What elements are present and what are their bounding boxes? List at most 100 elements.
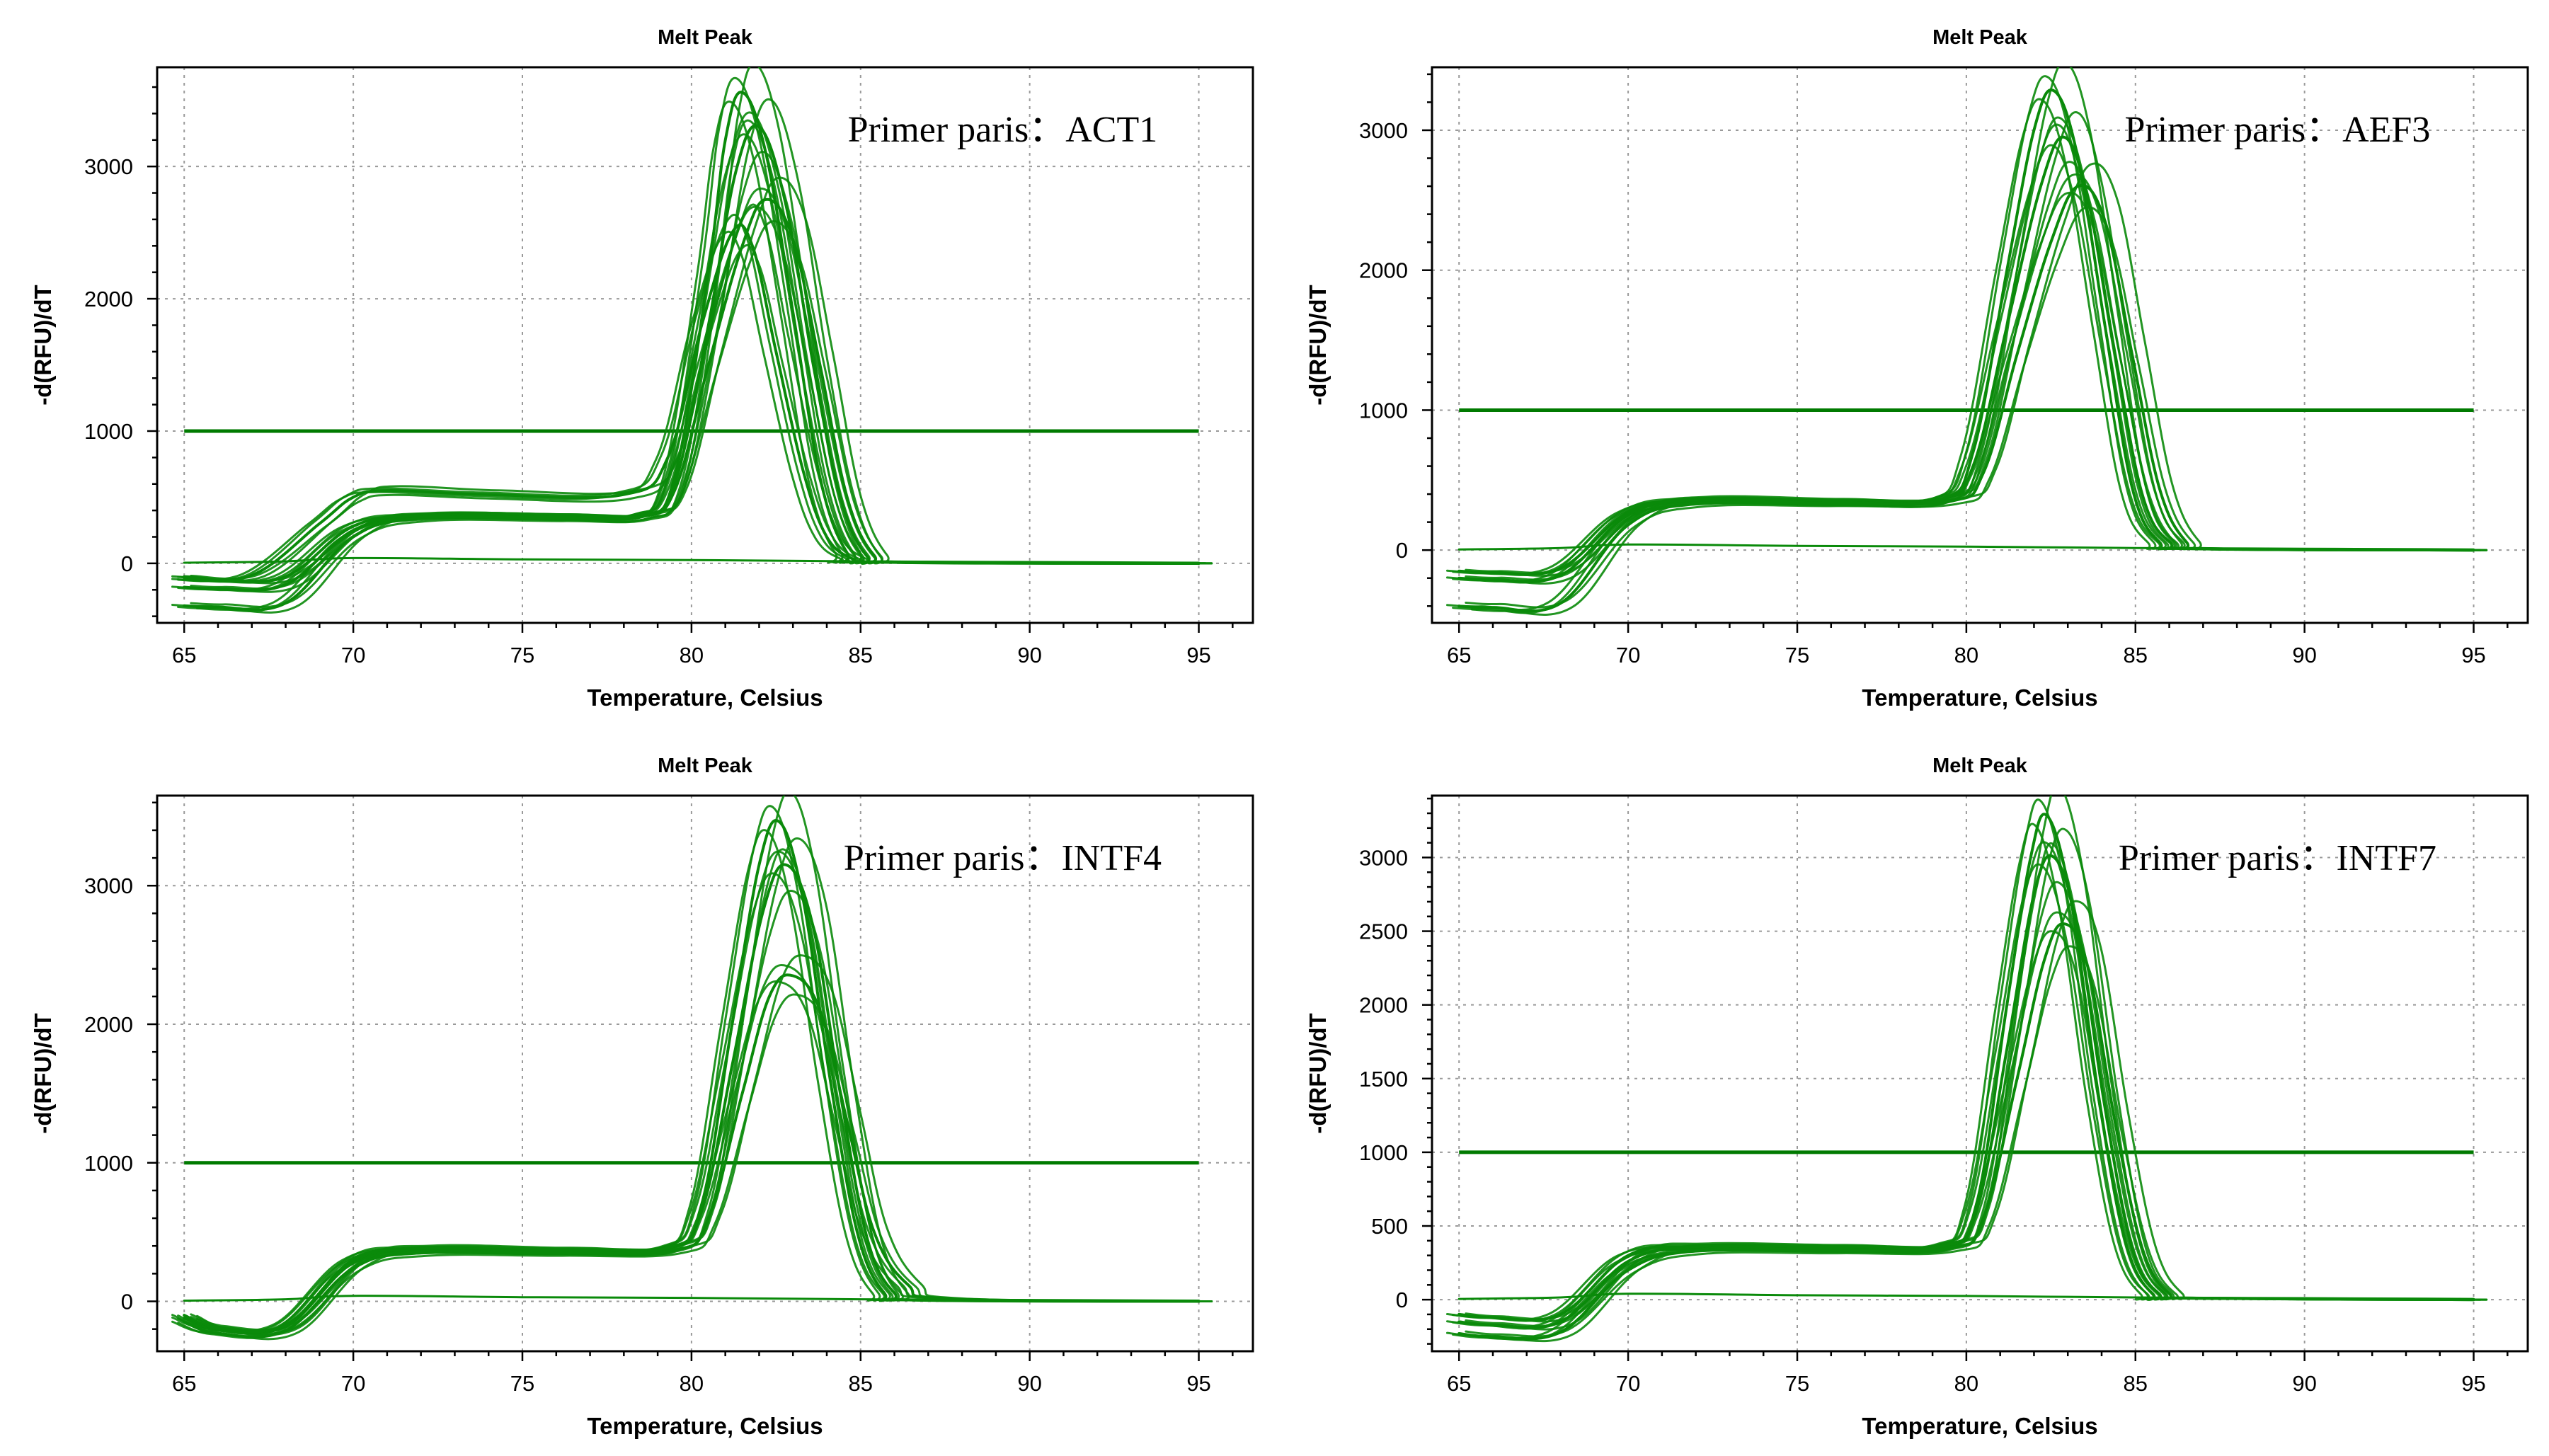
primer-annotation: Primer paris：INTF7 xyxy=(2119,838,2436,878)
replicate-trace xyxy=(171,872,1188,1334)
melt-peak-chart-aef3: Melt Peak 65 70 75 80 85 90 95 0 1000 2000 3000 Temp… xyxy=(1305,26,2529,711)
y-tick-label: 0 xyxy=(121,551,133,576)
melt-peak-chart-intf7: Melt Peak 65 70 75 80 85 90 95 0 500 1000 1500 2000 2… xyxy=(1305,755,2529,1439)
y-tick-label: 0 xyxy=(1396,1288,1408,1312)
curve-group xyxy=(1446,67,2488,616)
replicate-trace xyxy=(195,954,1213,1341)
replicate-trace xyxy=(1452,841,2469,1330)
series-line-aef3-high-peak xyxy=(1457,88,2475,576)
x-tick-label: 80 xyxy=(1954,643,1978,667)
primer-annotation: Primer paris：INTF4 xyxy=(844,838,1162,878)
plot-frame xyxy=(156,794,1254,1353)
y-tick-label: 1000 xyxy=(1359,1140,1408,1165)
replicate-trace xyxy=(177,805,1194,1334)
replicate-trace xyxy=(1452,173,2469,614)
x-tick-label: 85 xyxy=(2124,1371,2148,1396)
curve-group xyxy=(1446,796,2488,1343)
replicate-trace xyxy=(190,220,1207,608)
y-tick-label: 2000 xyxy=(84,1012,133,1037)
series-line-act1-baseline xyxy=(183,556,1201,564)
x-tick-label: 95 xyxy=(1186,643,1210,667)
x-tick-label: 70 xyxy=(1616,1371,1640,1396)
replicate-trace xyxy=(190,151,1207,590)
axis-ticks: 65 70 75 80 85 90 95 0 1000 2000 3000 xyxy=(1359,73,2509,667)
grid xyxy=(157,796,1253,1351)
series-line-act1-low-peak xyxy=(183,197,1201,612)
y-axis-label: -d(RFU)/dT xyxy=(1305,285,1331,405)
y-axis-label: -d(RFU)/dT xyxy=(30,1013,56,1133)
x-tick-label: 95 xyxy=(1186,1371,1210,1396)
melt-peak-chart-intf4: Melt Peak 65 70 75 80 85 90 95 0 1000 2000 3000 Temp… xyxy=(30,755,1254,1439)
replicate-trace xyxy=(1452,798,2469,1322)
replicate-trace xyxy=(171,980,1188,1338)
primer-annotation: Primer paris：ACT1 xyxy=(848,110,1158,150)
series-line-intf4-representative xyxy=(183,863,1201,1335)
x-tick-label: 70 xyxy=(341,643,365,667)
series-line-intf4-low-peak xyxy=(183,973,1201,1339)
y-tick-label: 1000 xyxy=(84,1151,133,1176)
x-tick-label: 75 xyxy=(1785,643,1809,667)
x-tick-label: 75 xyxy=(1785,1371,1809,1396)
y-tick-label: 0 xyxy=(1396,538,1408,563)
x-tick-label: 65 xyxy=(172,643,196,667)
replicate-trace xyxy=(1446,863,2463,1329)
series-line-intf7-high-peak xyxy=(1457,813,2475,1322)
y-axis-label: -d(RFU)/dT xyxy=(1305,1013,1331,1133)
chart-title: Melt Peak xyxy=(1932,26,2028,49)
replicate-trace xyxy=(171,205,1188,610)
chart-title: Melt Peak xyxy=(658,26,753,49)
y-tick-label: 3000 xyxy=(84,154,133,179)
replicate-trace xyxy=(1446,191,2463,611)
replicate-trace xyxy=(1446,930,2463,1339)
series-line-aef3-representative xyxy=(1457,135,2475,583)
chart-panel-act1: Melt Peak 65 70 75 80 85 90 95 0 1000 2000 3000 Temp… xyxy=(0,0,1274,728)
curve-group xyxy=(171,796,1213,1341)
y-tick-label: 3000 xyxy=(84,873,133,898)
replicate-trace xyxy=(1470,162,2488,616)
replicate-trace xyxy=(1465,881,2482,1327)
series-line-intf4-high-peak xyxy=(183,819,1201,1334)
y-tick-label: 2000 xyxy=(1359,258,1408,283)
x-tick-label: 70 xyxy=(341,1371,365,1396)
x-tick-label: 65 xyxy=(1447,1371,1471,1396)
melt-peak-chart-act1: Melt Peak 65 70 75 80 85 90 95 0 1000 2000 3000 Temp… xyxy=(30,26,1254,711)
x-axis-label: Temperature, Celsius xyxy=(587,684,823,711)
replicate-trace xyxy=(1452,75,2469,576)
y-tick-label: 3000 xyxy=(1359,118,1408,143)
x-tick-label: 80 xyxy=(680,643,704,667)
x-tick-label: 75 xyxy=(510,643,534,667)
replicate-trace xyxy=(171,829,1188,1332)
x-tick-label: 85 xyxy=(849,643,873,667)
series-line-intf4-baseline xyxy=(183,1295,1201,1302)
primer-annotation: Primer paris：AEF3 xyxy=(2125,110,2431,150)
replicate-trace xyxy=(1452,123,2469,584)
chart-panel-intf7: Melt Peak 65 70 75 80 85 90 95 0 500 1000 1500 2000 2… xyxy=(1275,728,2549,1456)
x-axis-label: Temperature, Celsius xyxy=(587,1413,823,1439)
x-axis-label: Temperature, Celsius xyxy=(1862,684,2097,711)
x-tick-label: 90 xyxy=(1017,1371,1041,1396)
replicate-trace xyxy=(171,133,1188,591)
series-line-intf7-low-peak xyxy=(1457,922,2475,1341)
y-axis-label: -d(RFU)/dT xyxy=(30,285,56,405)
replicate-trace xyxy=(1470,900,2488,1343)
x-tick-label: 65 xyxy=(172,1371,196,1396)
replicate-trace xyxy=(177,850,1194,1335)
chart-panel-intf4: Melt Peak 65 70 75 80 85 90 95 0 1000 2000 3000 Temp… xyxy=(0,728,1274,1456)
x-tick-label: 90 xyxy=(2292,643,2316,667)
replicate-trace xyxy=(1465,206,2482,609)
series-line-aef3-low-peak xyxy=(1457,183,2475,613)
y-tick-label: 1500 xyxy=(1359,1067,1408,1091)
y-tick-label: 2500 xyxy=(1359,919,1408,944)
axis-ticks: 65 70 75 80 85 90 95 0 1000 2000 3000 xyxy=(84,86,1234,667)
replicate-trace xyxy=(195,203,1213,583)
x-tick-label: 95 xyxy=(2461,1371,2485,1396)
series-line-intf7-baseline xyxy=(1457,1292,2475,1300)
x-tick-label: 75 xyxy=(510,1371,534,1396)
replicate-trace xyxy=(177,964,1194,1339)
x-tick-label: 85 xyxy=(2124,643,2148,667)
curve-group xyxy=(171,67,1213,614)
plot-frame xyxy=(156,66,1254,624)
x-tick-label: 80 xyxy=(1954,1371,1978,1396)
y-tick-label: 3000 xyxy=(1359,845,1408,870)
x-tick-label: 85 xyxy=(849,1371,873,1396)
